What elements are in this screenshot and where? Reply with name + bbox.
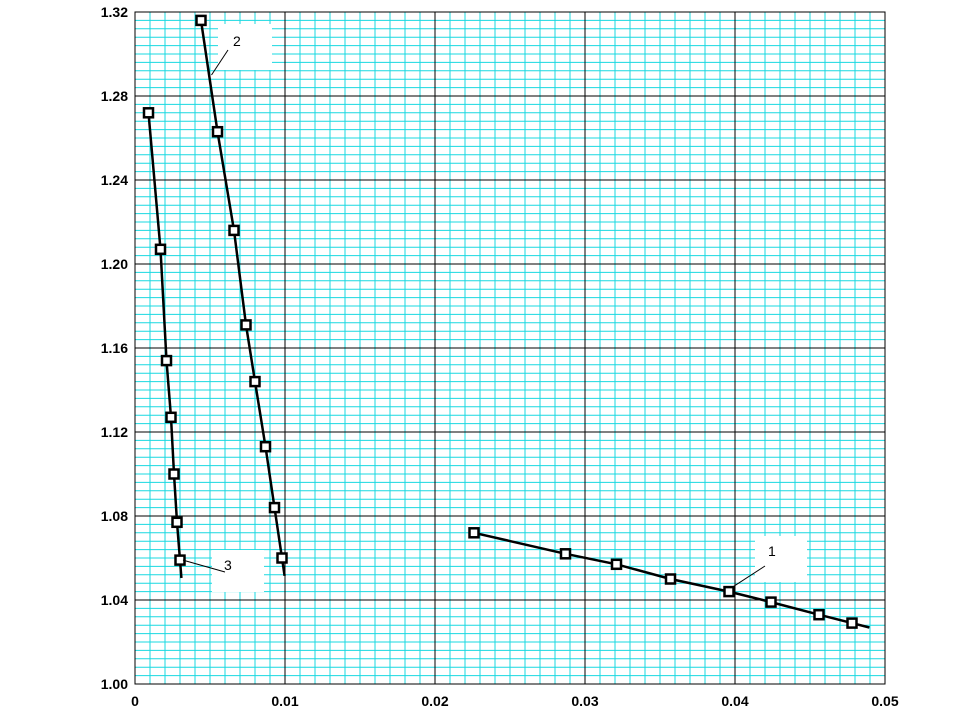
data-point-3: [142, 107, 155, 119]
curve-label-leader-1: [731, 565, 766, 588]
data-point-1: [610, 558, 623, 571]
data-point-1: [846, 617, 858, 629]
series-line-3: [147, 112, 183, 579]
y-tick-label: 1.12: [101, 424, 128, 440]
curve-label-2: 2: [233, 33, 241, 49]
data-point-1: [765, 596, 777, 608]
data-point-1: [468, 527, 480, 539]
data-point-3: [165, 411, 177, 424]
data-point-2: [211, 125, 224, 138]
curve-label-1: 1: [768, 543, 776, 559]
data-point-3: [154, 243, 167, 256]
x-tick-label: 0.04: [721, 693, 748, 709]
x-tick-label: 0: [131, 693, 139, 709]
curve-label-leader-3: [182, 559, 226, 573]
y-tick-label: 1.08: [101, 508, 128, 524]
x-tick-label: 0.01: [271, 693, 298, 709]
y-tick-label: 1.20: [101, 256, 128, 272]
y-tick-label: 1.24: [101, 172, 128, 188]
y-tick-label: 1.16: [101, 340, 128, 356]
plot-border: [134, 11, 886, 685]
data-point-1: [559, 548, 572, 560]
data-point-2: [249, 375, 261, 388]
data-point-2: [195, 14, 207, 27]
data-point-2: [276, 552, 288, 564]
y-tick-label: 1.32: [101, 4, 128, 20]
curve-label-3: 3: [224, 557, 232, 573]
y-tick-label: 1.04: [101, 592, 128, 608]
data-point-2: [259, 440, 272, 453]
x-tick-label: 0.03: [571, 693, 598, 709]
data-point-1: [813, 608, 825, 621]
data-point-1: [723, 585, 735, 598]
data-point-1: [664, 573, 677, 585]
x-tick-label: 0.02: [421, 693, 448, 709]
data-point-3: [168, 468, 180, 480]
data-point-2: [228, 224, 240, 237]
curve-label-leader-2: [211, 49, 229, 76]
curve-label-background-2: [218, 24, 272, 70]
y-tick-label: 1.00: [101, 676, 128, 692]
data-point-3: [160, 354, 173, 367]
curve-label-background-1: [755, 536, 807, 582]
tick-labels: 0 0.01 0.02 0.03 0.04 0.05 1.00 1.04 1.08 1.12 1.1…: [101, 4, 899, 709]
curve-label-layer: 1 2 3: [182, 24, 807, 592]
data-point-2: [240, 319, 252, 331]
series-layer: [142, 14, 870, 629]
x-tick-label: 0.05: [871, 693, 898, 709]
data-point-3: [171, 516, 183, 529]
y-tick-label: 1.28: [101, 88, 128, 104]
data-point-2: [268, 501, 281, 514]
